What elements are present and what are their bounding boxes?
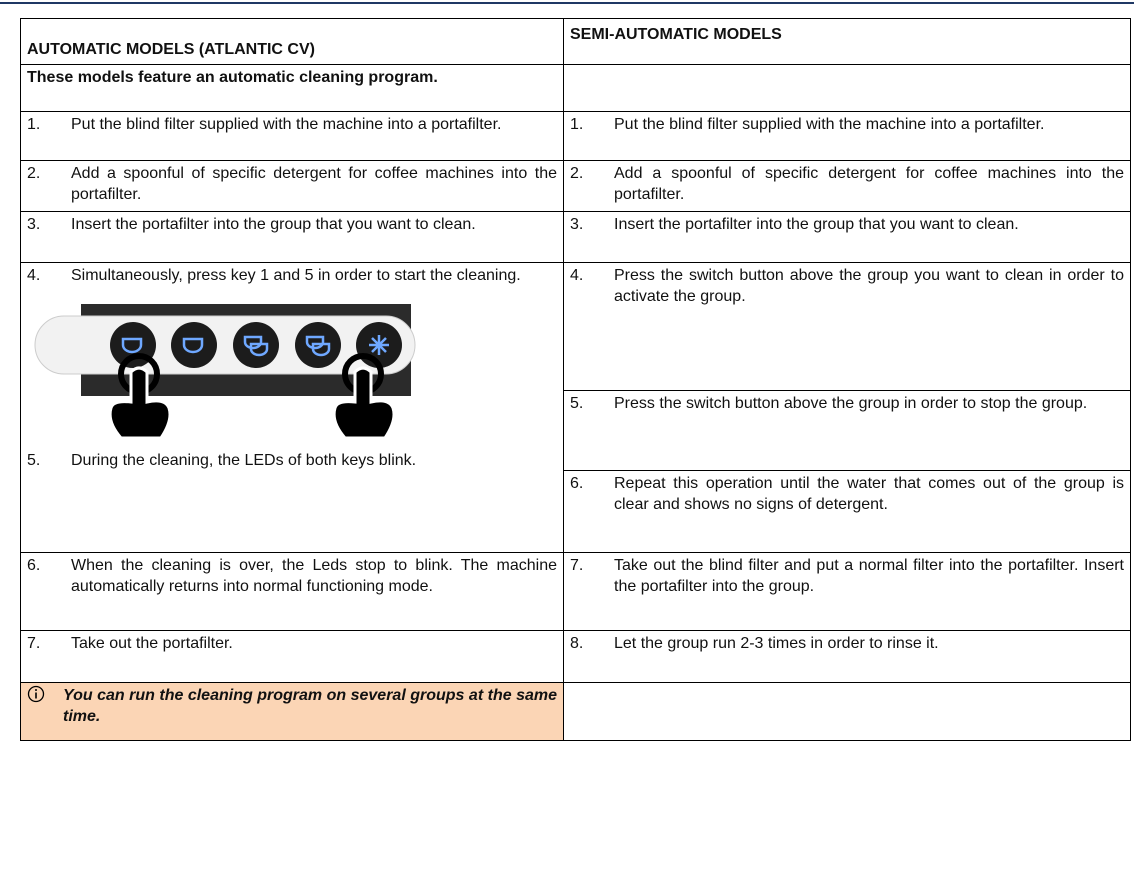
empty-cell [563,682,1131,741]
step-number: 2. [570,165,584,182]
step-number: 7. [570,557,584,574]
step: 4. Press the switch button above the grou… [570,265,1124,307]
step-number: 6. [27,557,41,574]
step: 6. When the cleaning is over, the Leds st… [27,555,557,597]
step-number: 4. [27,267,41,284]
note-cell: You can run the cleaning program on seve… [20,682,564,741]
step-cell: 6. When the cleaning is over, the Leds st… [20,552,564,631]
step-cell: 4. Press the switch button above the grou… [563,262,1131,391]
step-cell: 1. Put the blind filter supplied with the… [563,111,1131,161]
step-number: 5. [27,452,41,469]
step-number: 2. [27,165,41,182]
step: 5. Press the switch button above the grou… [570,393,1124,414]
step: 8. Let the group run 2-3 times in order t… [570,633,1124,654]
step-cell: 2. Add a spoonful of specific detergent f… [563,160,1131,212]
step-text: Add a spoonful of specific detergent for… [614,165,1124,203]
step-cell: 8. Let the group run 2-3 times in order t… [563,630,1131,683]
step-number: 4. [570,267,584,284]
step-text: Let the group run 2-3 times in order to … [614,635,939,652]
step-cell: 2. Add a spoonful of specific detergent f… [20,160,564,212]
step-text: Insert the portafilter into the group th… [614,216,1019,233]
step-number: 7. [27,635,41,652]
step-text: Insert the portafilter into the group th… [71,216,476,233]
info-icon [27,685,45,703]
step-text: Put the blind filter supplied with the m… [71,116,502,133]
empty-cell [563,64,1131,112]
step: 7. Take out the blind filter and put a no… [570,555,1124,597]
keypad-illustration [34,304,416,440]
step-cell: 5. Press the switch button above the grou… [563,390,1131,471]
header-right: SEMI-AUTOMATIC MODELS [570,26,782,43]
step-text: Take out the portafilter. [71,635,233,652]
step-cell: 7. Take out the blind filter and put a no… [563,552,1131,631]
step-number: 1. [27,116,41,133]
step-text: Press the switch button above the group … [614,267,1124,305]
step-cell: 7. Take out the portafilter. [20,630,564,683]
step: 2. Add a spoonful of specific detergent f… [570,163,1124,205]
cleaning-table: AUTOMATIC MODELS (ATLANTIC CV) SEMI-AUTO… [20,18,1131,741]
intro-cell: These models feature an automatic cleani… [20,64,564,112]
header-cell: AUTOMATIC MODELS (ATLANTIC CV) [20,18,564,65]
step: 1. Put the blind filter supplied with the… [27,114,557,135]
step-text: When the cleaning is over, the Leds stop… [71,557,557,595]
step-number: 8. [570,635,584,652]
step-text: Put the blind filter supplied with the m… [614,116,1045,133]
step: 1. Put the blind filter supplied with the… [570,114,1124,135]
header-cell: SEMI-AUTOMATIC MODELS [563,18,1131,65]
header-left: AUTOMATIC MODELS (ATLANTIC CV) [27,41,315,58]
step-number: 3. [570,216,584,233]
step: 3. Insert the portafilter into the group … [27,214,557,235]
step-text: Simultaneously, press key 1 and 5 in ord… [71,267,521,284]
step-text: During the cleaning, the LEDs of both ke… [71,452,417,469]
step-text: Press the switch button above the group … [614,395,1088,412]
step: 2. Add a spoonful of specific detergent f… [27,163,557,205]
step-cell: 1. Put the blind filter supplied with the… [20,111,564,161]
step-cell: 6. Repeat this operation until the water … [563,470,1131,553]
step-text: Add a spoonful of specific detergent for… [71,165,557,203]
step-cell: 4. Simultaneously, press key 1 and 5 in o… [20,262,564,553]
step-text: Repeat this operation until the water th… [614,475,1124,513]
step: 5. During the cleaning, the LEDs of both … [27,450,557,471]
intro: These models feature an automatic cleani… [27,69,438,86]
step: 4. Simultaneously, press key 1 and 5 in o… [27,265,557,286]
step-number: 1. [570,116,584,133]
step-text: Take out the blind filter and put a norm… [614,557,1124,595]
step-cell: 3. Insert the portafilter into the group … [563,211,1131,263]
step-cell: 3. Insert the portafilter into the group … [20,211,564,263]
step: 6. Repeat this operation until the water … [570,473,1124,515]
top-rule [0,2,1134,4]
step-number: 3. [27,216,41,233]
step: 7. Take out the portafilter. [27,633,557,654]
step-number: 5. [570,395,584,412]
step: 3. Insert the portafilter into the group … [570,214,1124,235]
step-number: 6. [570,475,584,492]
note-text: You can run the cleaning program on seve… [63,687,557,725]
